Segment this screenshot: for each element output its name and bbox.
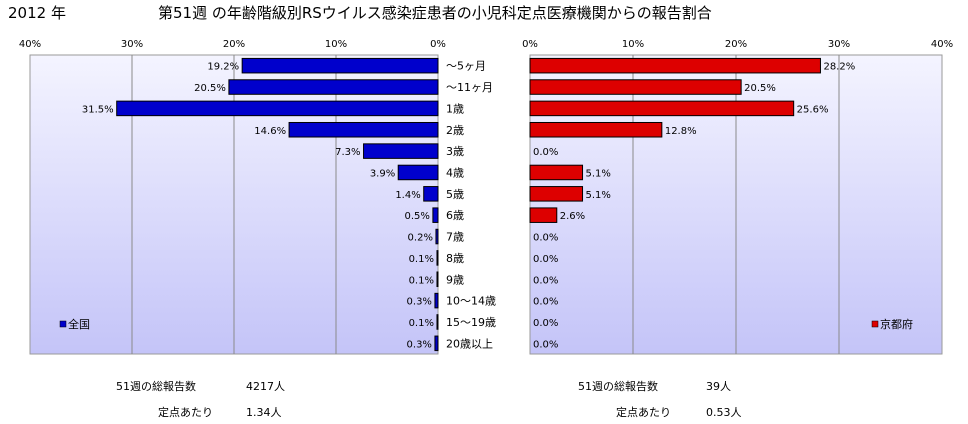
category-labels: ～5ヶ月 ～11ヶ月 1歳 2歳 3歳 4歳 5歳 6歳 7歳 8歳 9歳 10～14歳 15～19歳 2… [446,60,496,351]
x-tick-label: 30% [828,39,850,50]
x-tick-label: 40% [19,39,41,50]
bar [529,57,821,74]
category-label: 2歳 [446,124,464,137]
bar [434,292,439,309]
bar [529,186,584,202]
category-label: 10～14歳 [446,295,496,308]
x-tick-label: 0% [522,39,538,50]
bar [288,121,439,138]
bar [241,57,439,74]
data-label: 0.3% [407,339,432,350]
data-label: 0.0% [533,275,558,286]
data-label: 14.6% [254,126,286,137]
x-tick-label: 10% [622,39,644,50]
bar [436,250,439,266]
bar [529,121,663,138]
category-label: 3歳 [446,145,464,158]
legend-swatch [59,320,67,328]
left-panel-national: 40% 30% 20% 10% 0% 19.2% 20.5% 31.5% 14.6% 7.3% 3.… [19,39,446,355]
x-tick-label: 10% [325,39,347,50]
legend-swatch [871,320,879,328]
x-tick-label: 30% [121,39,143,50]
category-label: ～5ヶ月 [446,60,486,73]
left-total-label: 51週の総報告数 [116,380,196,393]
left-per-value: 1.34人 [246,406,282,419]
bar [529,79,742,95]
right-total-label: 51週の総報告数 [578,380,658,393]
right-per-label: 定点あたり [616,406,671,419]
x-tick-label: 20% [223,39,245,50]
right-total-value: 39人 [706,380,731,393]
category-label: 7歳 [446,231,464,244]
data-label: 5.1% [586,168,611,179]
data-label: 2.6% [560,211,585,222]
bar [434,335,439,352]
right-panel-kyoto: 0% 10% 20% 30% 40% 28.2% 20.5% 25.6% 12.8% 0.0% 5.… [522,39,953,355]
bar [529,164,584,181]
bar [432,207,439,223]
bar [423,186,439,202]
data-label: 0.1% [409,275,434,286]
bar [435,228,439,245]
data-label: 0.5% [404,211,429,222]
category-label: 8歳 [446,252,464,265]
x-tick-label: 20% [725,39,747,50]
data-label: 0.0% [533,318,558,329]
category-label: 6歳 [446,209,464,222]
category-label: 5歳 [446,188,464,201]
bar [363,143,439,159]
data-label: 28.2% [823,62,855,73]
bar [436,271,439,288]
data-label: 20.5% [194,83,226,94]
data-label: 3.9% [370,168,395,179]
data-label: 1.4% [395,190,420,201]
left-total-value: 4217人 [246,380,285,393]
category-label: 20歳以上 [446,337,493,350]
category-label: ～11ヶ月 [446,81,493,94]
data-label: 0.0% [533,254,558,265]
data-label: 25.6% [797,104,829,115]
category-label: 1歳 [446,102,464,115]
bar [529,207,558,223]
category-label: 15～19歳 [446,316,496,329]
x-tick-label: 0% [430,39,446,50]
data-label: 19.2% [207,62,239,73]
legend-label: 京都府 [880,317,913,331]
x-tick-label: 40% [931,39,953,50]
data-label: 0.1% [409,318,434,329]
data-label: 0.0% [533,339,558,350]
chart-title: 第51週 の年齢階級別RSウイルス感染症患者の小児科定点医療機関からの報告割合 [158,4,712,22]
data-label: 0.0% [533,147,558,158]
data-label: 12.8% [665,126,697,137]
category-label: 4歳 [446,166,464,179]
data-label: 0.3% [407,297,432,308]
bar [436,314,439,330]
bar [397,164,439,181]
data-label: 0.2% [408,233,433,244]
bar [228,79,439,95]
left-per-label: 定点あたり [158,406,213,419]
right-per-value: 0.53人 [706,406,742,419]
data-label: 0.0% [533,233,558,244]
data-label: 20.5% [744,83,776,94]
legend-label: 全国 [68,317,90,331]
data-label: 0.0% [533,297,558,308]
bar [116,100,439,117]
data-label: 31.5% [82,104,114,115]
category-label: 9歳 [446,273,464,286]
data-label: 7.3% [335,147,360,158]
bar [529,100,795,117]
data-label: 5.1% [586,190,611,201]
year-label: 2012 年 [8,4,66,22]
data-label: 0.1% [409,254,434,265]
